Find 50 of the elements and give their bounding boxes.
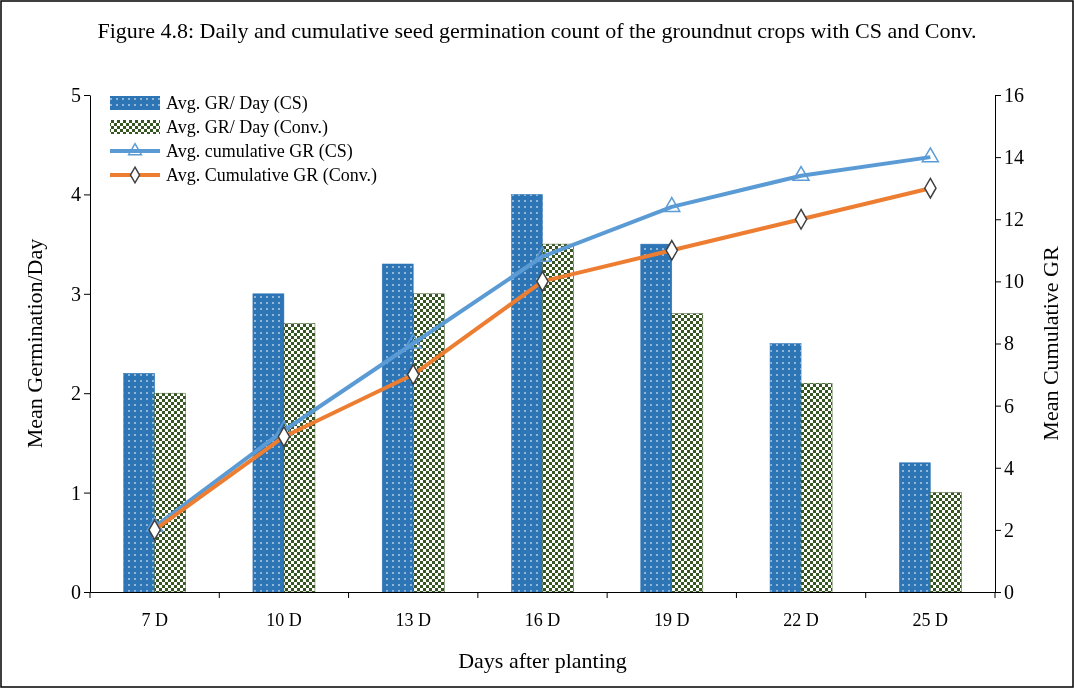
y2-tick-label: 12 <box>1004 208 1024 231</box>
y2-tick-label: 8 <box>1004 332 1014 355</box>
x-tick-label: 13 D <box>395 610 431 631</box>
y-tick-label: 3 <box>71 282 81 305</box>
x-tick-label: 7 D <box>141 610 168 631</box>
y-tick-label: 2 <box>71 382 81 405</box>
bar <box>769 343 802 593</box>
x-tick-label: 10 D <box>266 610 302 631</box>
x-axis-title: Days after planting <box>458 648 627 673</box>
point <box>792 165 810 182</box>
y2-tick-label: 0 <box>1004 580 1014 603</box>
y2-tick-label: 6 <box>1004 394 1014 417</box>
point <box>404 333 422 349</box>
bar <box>899 462 931 593</box>
legend-label: Avg. cumulative GR (CS) <box>166 141 353 162</box>
bar <box>283 323 316 593</box>
bar <box>930 492 962 593</box>
bar <box>800 383 833 593</box>
point <box>921 147 940 163</box>
bar <box>154 392 186 593</box>
point <box>533 246 552 262</box>
bar <box>671 313 704 593</box>
y2-axis-title: Mean Cumulative GR <box>1038 246 1063 441</box>
point <box>145 516 164 533</box>
y2-tick-label: 4 <box>1004 456 1014 479</box>
x-tick-label: 22 D <box>783 610 819 631</box>
y-tick-label: 4 <box>71 183 81 206</box>
y2-tick-label: 2 <box>1004 518 1014 541</box>
bar <box>123 373 155 593</box>
y2-tick-label: 10 <box>1004 270 1024 293</box>
bar <box>381 263 414 593</box>
y-tick-label: 5 <box>71 83 81 106</box>
y2-tick-label: 16 <box>1004 83 1024 106</box>
bar <box>412 293 445 593</box>
point <box>663 196 681 213</box>
bar <box>640 243 673 593</box>
legend-label: Avg. Cumulative GR (Conv.) <box>166 165 377 186</box>
caption: Figure 4.8: Daily and cumulative seed germination count of the groundnut crops with CS and Conv. <box>97 18 977 43</box>
y-tick-label: 1 <box>71 481 81 504</box>
y2-tick-label: 14 <box>1004 146 1024 169</box>
y-tick-label: 0 <box>71 580 81 603</box>
bar <box>542 243 574 593</box>
legend-label: Avg. GR/ Day (CS) <box>166 93 308 114</box>
legend-label: Avg. GR/ Day (Conv.) <box>166 117 328 138</box>
x-tick-label: 19 D <box>654 610 690 631</box>
bar <box>511 194 543 593</box>
x-tick-label: 25 D <box>912 610 949 631</box>
y-axis-title: Mean Germination/Day <box>22 238 47 449</box>
bar <box>252 293 285 593</box>
x-tick-label: 16 D <box>524 610 561 631</box>
